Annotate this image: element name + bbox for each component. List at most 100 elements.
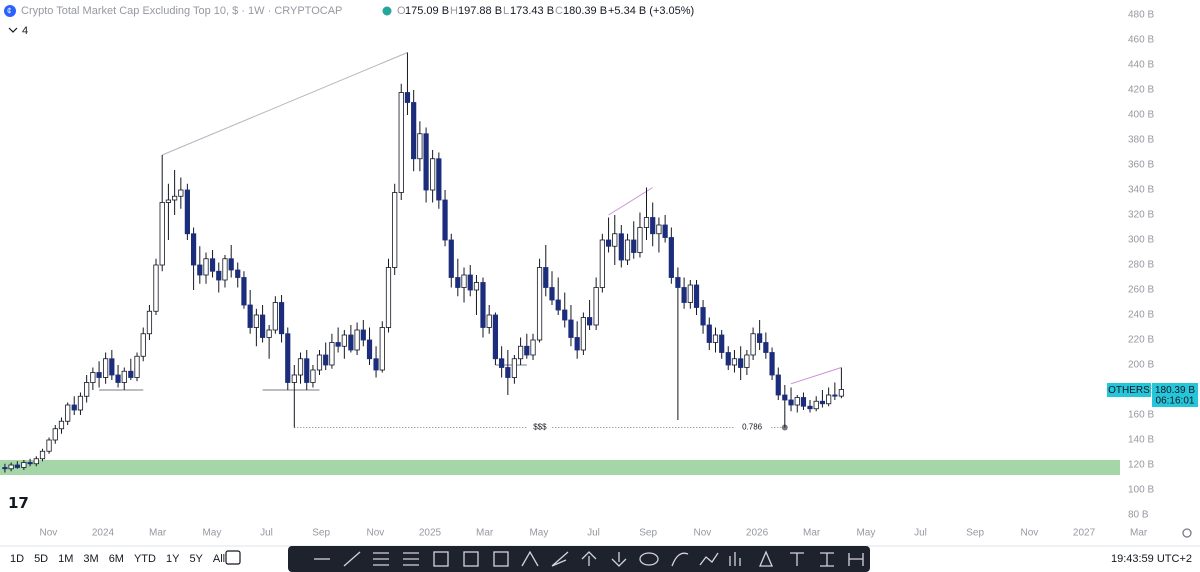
candle-body [354, 329, 360, 351]
tool-price-label[interactable] [820, 552, 834, 567]
candle-body [744, 354, 750, 368]
close-value: 180.39 B [563, 5, 607, 17]
candle-body [178, 189, 184, 197]
candle-body [241, 277, 247, 306]
candle-body [719, 334, 725, 353]
candle-body [436, 158, 442, 201]
y-tick-label: 160 B [1128, 410, 1154, 421]
trend-line [608, 187, 653, 216]
candle-body [794, 397, 800, 406]
tool-arrow-down[interactable] [611, 552, 627, 567]
timeframe-button[interactable]: 5D [34, 553, 48, 565]
candle-body [580, 317, 586, 351]
candle-body [423, 133, 429, 191]
tool-triangle[interactable] [759, 550, 773, 567]
candle-body [499, 358, 505, 368]
candle-body [272, 302, 278, 331]
settings-icon[interactable] [1182, 528, 1192, 538]
candle-body [140, 333, 146, 357]
candle-body [310, 369, 316, 383]
symbol-logo [4, 5, 16, 17]
tool-curve[interactable] [671, 552, 689, 567]
timeframe-button[interactable]: YTD [134, 553, 156, 565]
candle-body [197, 264, 203, 276]
candle-body [637, 227, 643, 253]
x-tick-label: 2027 [1073, 528, 1096, 539]
timeframe-button[interactable]: 1M [58, 553, 73, 565]
candle-body [8, 464, 14, 470]
candle-body [77, 395, 84, 411]
timeframe-button[interactable]: 1D [10, 553, 24, 565]
x-tick-label: May [856, 528, 875, 539]
timeframe-button[interactable]: 3M [83, 553, 98, 565]
candle-body [807, 405, 813, 410]
tool-channel[interactable] [373, 552, 389, 566]
candle-body [33, 458, 39, 465]
x-tick-label: Nov [367, 528, 385, 539]
candle-body [259, 314, 266, 338]
candle-body [568, 319, 574, 338]
timeframe-button[interactable]: All [213, 553, 225, 565]
price-tag-value: 180.39 B [1155, 385, 1195, 396]
x-tick-label: Mar [1130, 528, 1148, 539]
x-tick-label: Jul [914, 528, 927, 539]
tool-text-box[interactable] [463, 551, 479, 567]
tool-measure[interactable] [848, 553, 864, 566]
y-tick-label: 200 B [1128, 360, 1154, 371]
x-tick-label: Nov [1021, 528, 1039, 539]
timeframe-button[interactable]: 5Y [189, 553, 203, 565]
open-value: 175.09 B [405, 5, 449, 17]
tool-ellipse[interactable] [639, 552, 659, 566]
tool-rect[interactable] [493, 551, 509, 567]
tool-fan[interactable] [551, 551, 569, 567]
candle-body [128, 370, 134, 378]
candle-body [675, 277, 681, 288]
tool-bars[interactable] [729, 552, 741, 566]
indicator-count[interactable]: 4 [22, 25, 28, 37]
candle-body [430, 158, 436, 191]
x-tick-label: Jul [587, 528, 600, 539]
tool-text[interactable] [790, 552, 804, 566]
y-tick-label: 420 B [1128, 85, 1154, 96]
candle-body [291, 374, 297, 383]
collapse-chevron[interactable] [8, 27, 18, 33]
candle-body [763, 342, 769, 353]
tool-fib[interactable] [403, 552, 419, 566]
candle-body [599, 239, 605, 288]
candle-body [480, 282, 486, 328]
timeframe-button[interactable]: 6M [109, 553, 124, 565]
candle-body [461, 274, 467, 288]
y-tick-label: 340 B [1128, 185, 1154, 196]
tool-range[interactable] [433, 551, 449, 567]
tool-path[interactable] [699, 552, 719, 566]
candle-body [819, 400, 826, 405]
candle-body [712, 334, 719, 343]
x-tick-label: 2025 [419, 528, 442, 539]
candle-body [379, 327, 385, 371]
y-tick-label: 360 B [1128, 160, 1154, 171]
candle-body [442, 199, 448, 241]
candle-body [769, 352, 775, 376]
candle-body [216, 270, 222, 281]
tool-pattern[interactable] [521, 550, 539, 567]
date-range-icon[interactable] [225, 550, 241, 565]
y-tick-label: 460 B [1128, 35, 1154, 46]
tool-trend[interactable] [343, 551, 361, 567]
tool-arrow-up[interactable] [581, 551, 597, 566]
candle-body [517, 345, 524, 360]
high-value: 197.88 B [458, 5, 502, 17]
timeframe-button[interactable]: 1Y [166, 553, 180, 565]
x-tick-label: Nov [694, 528, 712, 539]
candle-body [184, 189, 190, 235]
y-tick-label: 240 B [1128, 310, 1154, 321]
drawing-tools [314, 550, 864, 567]
candle-body [543, 267, 549, 288]
candle-body [58, 420, 65, 430]
candle-body [524, 345, 530, 356]
candle-body [253, 314, 259, 328]
candle-body [316, 354, 323, 371]
candle-body [348, 334, 354, 351]
logo-glyph: ¢ [7, 7, 11, 16]
candle-body [650, 217, 656, 235]
candle-body [700, 307, 706, 326]
